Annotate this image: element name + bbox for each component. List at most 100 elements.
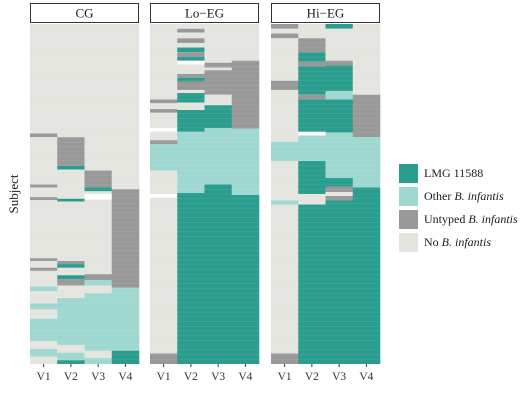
heatmap-cell-lmg [177,77,205,82]
heatmap-cell-none [231,24,260,61]
heatmap-cell-lmg [325,24,354,29]
y-axis-label: Subject [6,174,21,213]
heatmap-cell-untyped [150,140,178,145]
heatmap-cell-none [271,28,299,34]
heatmap-cell-untyped [30,197,58,201]
heatmap-cell-untyped [30,184,58,188]
heatmap-cell-none [271,204,299,354]
legend-swatch-other [399,187,418,206]
heatmap-cell-other [325,132,354,179]
heatmap-cell-lmg [57,360,85,364]
panel-strip-1 [150,3,259,23]
heatmap-cell-lmg [298,99,326,132]
heatmap-cell-lmg [352,187,381,364]
heatmap-cell-none [30,24,58,134]
heatmap-cell-none [204,24,233,63]
heatmap-cell-untyped [352,94,381,138]
x-tick-label: V3 [211,371,225,383]
heatmap-cell-none [150,112,178,129]
legend-item-untyped: Untyped B. infantis [399,208,518,231]
heatmap-cell-none [150,170,178,194]
heatmap-cell-untyped [150,99,178,104]
heatmap-cell-none [177,89,205,94]
panel-strip-0 [30,3,139,23]
x-tick-label: V3 [91,371,105,383]
legend-label-lmg: LMG 11588 [424,166,483,181]
legend-label-italic: B. infantis [454,189,504,203]
heatmap-cell-none [30,260,58,268]
legend-label-other: Other B. infantis [424,189,504,204]
chart-legend: LMG 11588 Other B. infantis Untyped B. inf… [399,162,518,254]
heatmap-cell-none [30,309,58,319]
heatmap-cell-untyped [111,189,140,288]
x-tick-label: V4 [118,371,132,383]
x-tick-label: V1 [278,371,292,383]
x-tick-label: V4 [359,371,373,383]
heatmap-cell-untyped [30,133,58,138]
heatmap-cell-untyped [177,38,205,44]
heatmap-cell-untyped [204,62,233,68]
legend-swatch-lmg [399,164,418,183]
heatmap-cell-none [177,24,205,29]
heatmap-cell-other [271,141,299,162]
heatmap-cell-none [30,341,58,350]
heatmap-cell-white [150,128,178,132]
heatmap-cell-untyped [271,80,299,90]
heatmap-cell-untyped [30,258,58,261]
heatmap-cell-lmg [204,105,233,129]
heatmap-cell-none [271,38,299,81]
heatmap-cell-lmg [231,195,260,364]
heatmap-cell-white [84,194,113,200]
legend-item-other: Other B. infantis [399,185,518,208]
heatmap-cell-lmg [57,165,85,170]
legend-label-text: Other [424,189,455,203]
heatmap-cell-other [30,349,58,357]
heatmap-cell-none [150,103,178,109]
x-tick-label: V1 [37,371,51,383]
heatmap-cell-none [30,187,58,198]
heatmap-cell-other [111,287,140,351]
heatmap-cell-none [177,64,205,74]
heatmap-cell-other [150,144,178,171]
heatmap-cell-none [325,28,354,61]
heatmap-cell-none [150,197,178,354]
heatmap-cell-none [84,350,113,359]
heatmap-cell-none [352,24,381,95]
heatmap-cell-lmg [177,110,205,132]
legend-swatch-none [399,233,418,252]
heatmap-cell-none [111,24,140,190]
heatmap-cell-untyped [298,38,326,53]
heatmap-cell-untyped [271,24,299,29]
x-tick-label: V2 [305,371,319,383]
heatmap-cell-none [30,270,58,287]
heatmap-cell-untyped [271,33,299,39]
heatmap-cell-untyped [325,186,354,192]
legend-swatch-untyped [399,210,418,229]
heatmap-cell-lmg [204,184,233,364]
heatmap-cell-white [150,194,178,198]
legend-label-text: LMG 11588 [424,166,484,180]
heatmap-cell-untyped [298,94,326,100]
heatmap-cell-untyped [84,170,113,188]
heatmap-cell-other [177,131,205,193]
heatmap-cell-other [84,280,113,286]
heatmap-cell-other [298,135,326,162]
heatmap-cell-untyped [150,109,178,113]
heatmap-cell-none [57,24,85,138]
panel-strip-2 [271,3,380,23]
legend-label-text: No [424,235,442,249]
heatmap-cell-other [30,303,58,310]
heatmap-cell-none [271,161,299,201]
x-tick-label: V4 [238,371,252,383]
heatmap-cell-lmg [325,99,354,133]
heatmap-cell-other [271,200,299,205]
heatmap-cell-lmg [57,198,85,202]
heatmap-cell-none [325,191,354,197]
heatmap-cell-none [298,24,326,39]
heatmap-cell-untyped [298,61,326,67]
heatmap-cell-none [150,24,178,100]
heatmap-cell-none [84,285,113,294]
heatmap-cell-lmg [298,66,326,95]
x-tick-label: V3 [332,371,346,383]
heatmap-cell-lmg [325,65,354,91]
